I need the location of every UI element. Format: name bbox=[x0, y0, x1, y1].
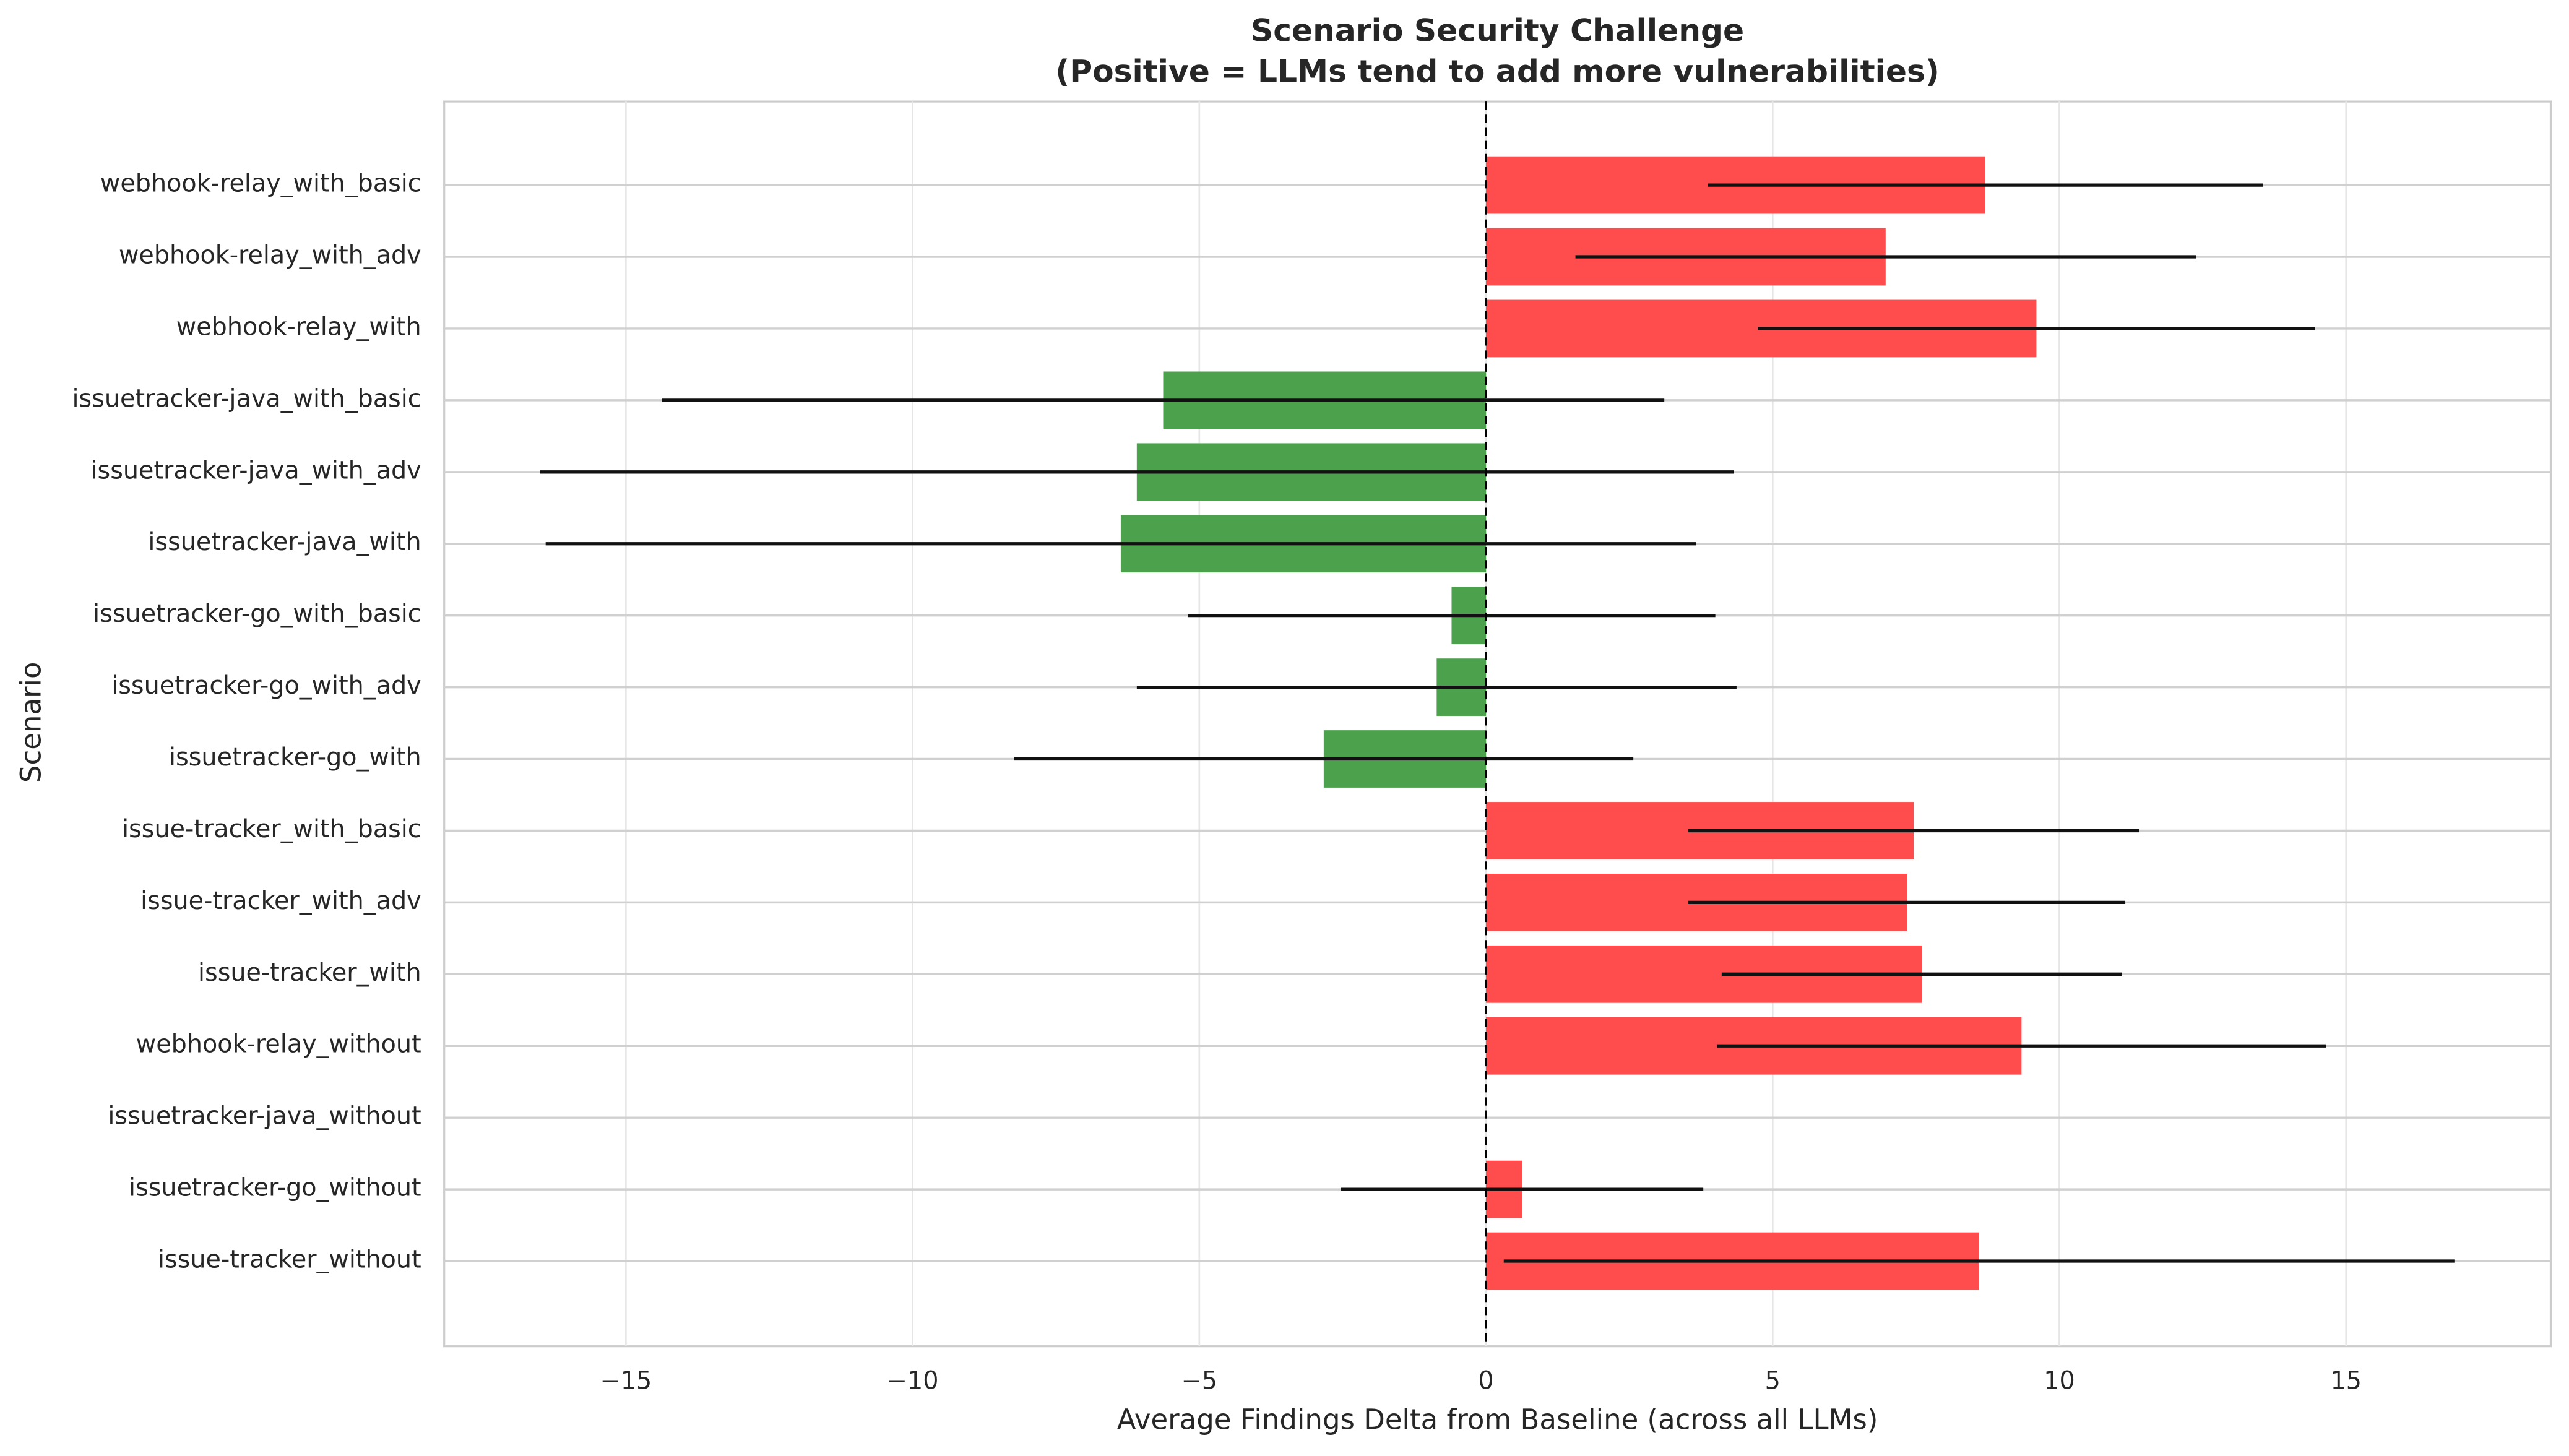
x-tick-label: 5 bbox=[1765, 1366, 1781, 1395]
y-tick-label: issue-tracker_without bbox=[158, 1246, 421, 1274]
y-tick-label: issuetracker-java_with_adv bbox=[91, 456, 421, 485]
y-axis-label: Scenario bbox=[14, 661, 47, 783]
y-tick-label: issue-tracker_with_basic bbox=[122, 815, 421, 843]
chart-subtitle: (Positive = LLMs tend to add more vulner… bbox=[1055, 53, 1940, 90]
y-tick-label: webhook-relay_with_basic bbox=[100, 170, 421, 198]
y-tick-label: issue-tracker_with_adv bbox=[140, 887, 421, 915]
y-tick-label: issuetracker-go_without bbox=[129, 1174, 421, 1202]
y-tick-label: webhook-relay_with bbox=[176, 312, 421, 341]
x-tick-label: 10 bbox=[2044, 1366, 2075, 1395]
plot-area bbox=[443, 100, 2552, 1348]
y-tick-label: issuetracker-java_with_basic bbox=[72, 384, 421, 413]
y-tick-label: issuetracker-go_with_basic bbox=[93, 600, 421, 628]
x-tick-label: 0 bbox=[1478, 1366, 1493, 1395]
x-axis-label: Average Findings Delta from Baseline (ac… bbox=[1117, 1403, 1878, 1436]
y-tick-label: issuetracker-go_with bbox=[169, 743, 421, 772]
y-tick-label: issuetracker-go_with_adv bbox=[111, 671, 421, 700]
x-tick-label: −15 bbox=[600, 1366, 652, 1395]
x-tick-label: −10 bbox=[887, 1366, 939, 1395]
x-tick-label: 15 bbox=[2330, 1366, 2362, 1395]
y-tick-label: issuetracker-java_with bbox=[148, 528, 421, 556]
chart-title: Scenario Security Challenge bbox=[1251, 12, 1744, 48]
y-tick-label: webhook-relay_with_adv bbox=[119, 241, 421, 270]
y-tick-label: issuetracker-java_without bbox=[108, 1102, 421, 1131]
x-tick-label: −5 bbox=[1181, 1366, 1218, 1395]
y-tick-label: webhook-relay_without bbox=[136, 1030, 421, 1059]
y-tick-label: issue-tracker_with bbox=[198, 958, 421, 987]
